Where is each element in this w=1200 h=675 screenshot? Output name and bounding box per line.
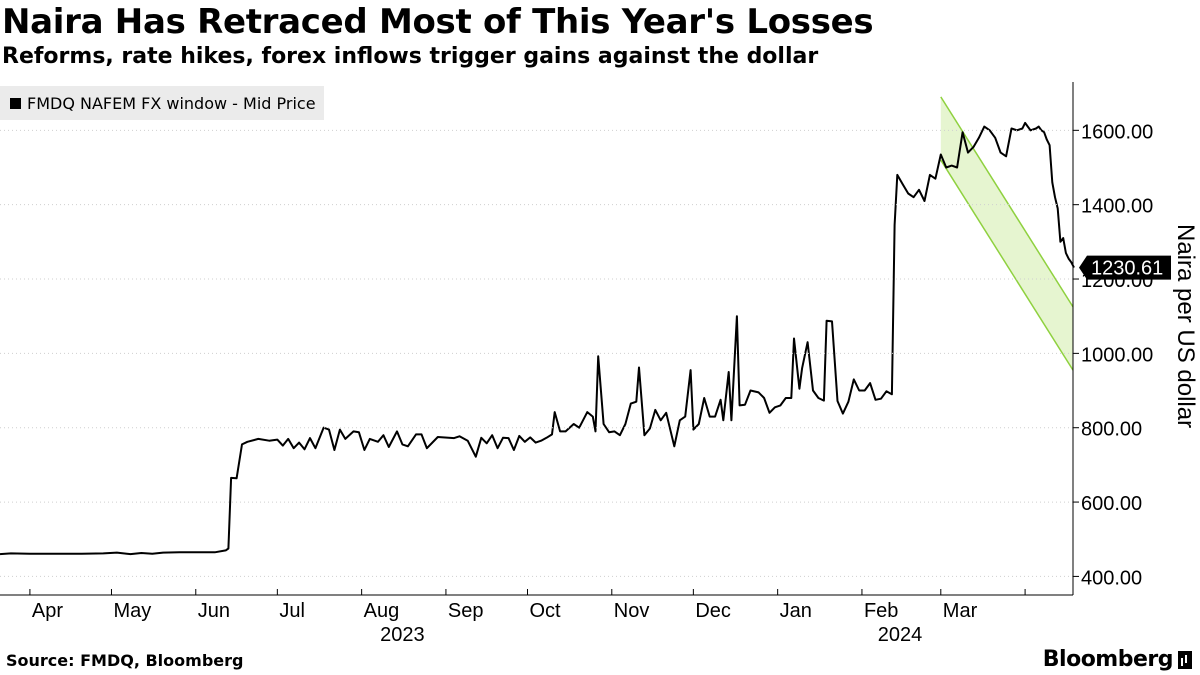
x-axis: Apr May Jun Jul Aug Sep Oct Nov Dec Jan Feb Mar 2023… bbox=[0, 589, 1073, 646]
y-tick-label: 400.00 bbox=[1081, 567, 1142, 589]
x-tick-label: May bbox=[113, 600, 151, 622]
chart-subtitle: Reforms, rate hikes, forex inflows trigg… bbox=[2, 44, 819, 69]
x-tick-label: Sep bbox=[448, 600, 484, 622]
series-line bbox=[0, 121, 1075, 556]
bloomberg-mark-icon bbox=[1178, 650, 1192, 669]
x-tick-label: Mar bbox=[943, 600, 978, 622]
source-note: Source: FMDQ, Bloomberg bbox=[6, 651, 244, 670]
legend-label: FMDQ NAFEM FX window - Mid Price bbox=[27, 93, 316, 113]
price-series bbox=[0, 121, 1075, 556]
x-tick-label: Feb bbox=[864, 600, 898, 622]
trend-channel-upper bbox=[940, 96, 1074, 308]
y-tick-label: 800.00 bbox=[1081, 419, 1142, 441]
legend-swatch bbox=[10, 97, 21, 109]
trend-channel-fill bbox=[940, 96, 1073, 371]
x-tick-label: Jan bbox=[780, 600, 812, 622]
y-tick-label: 600.00 bbox=[1081, 493, 1142, 515]
trend-channel bbox=[940, 96, 1074, 371]
y-tick-label: 1400.00 bbox=[1081, 196, 1153, 218]
x-tick-label: Apr bbox=[32, 600, 63, 622]
bloomberg-logo: Bloomberg bbox=[1043, 647, 1192, 672]
last-value-box bbox=[1079, 255, 1171, 280]
y-axis-label: Naira per US dollar bbox=[1172, 224, 1199, 428]
legend: FMDQ NAFEM FX window - Mid Price bbox=[0, 86, 324, 120]
x-tick-label: Jul bbox=[279, 600, 305, 622]
x-year-label: 2023 bbox=[380, 624, 425, 646]
brand-text: Bloomberg bbox=[1042, 647, 1174, 672]
chart-title: Naira Has Retraced Most of This Year's L… bbox=[2, 2, 874, 42]
last-value-callout: 1230.61 bbox=[1079, 255, 1171, 280]
x-tick-label: Oct bbox=[530, 600, 562, 622]
x-tick-label: Aug bbox=[364, 600, 400, 622]
x-tick-label: Nov bbox=[614, 600, 650, 622]
x-year-label: 2024 bbox=[878, 624, 923, 646]
last-value-label: 1230.61 bbox=[1091, 258, 1163, 280]
x-tick-label: Jun bbox=[198, 600, 230, 622]
trend-channel-lower bbox=[940, 159, 1074, 371]
y-tick-label: 1600.00 bbox=[1081, 121, 1153, 143]
y-tick-label: 1000.00 bbox=[1081, 344, 1153, 366]
x-tick-label: Dec bbox=[695, 600, 731, 622]
